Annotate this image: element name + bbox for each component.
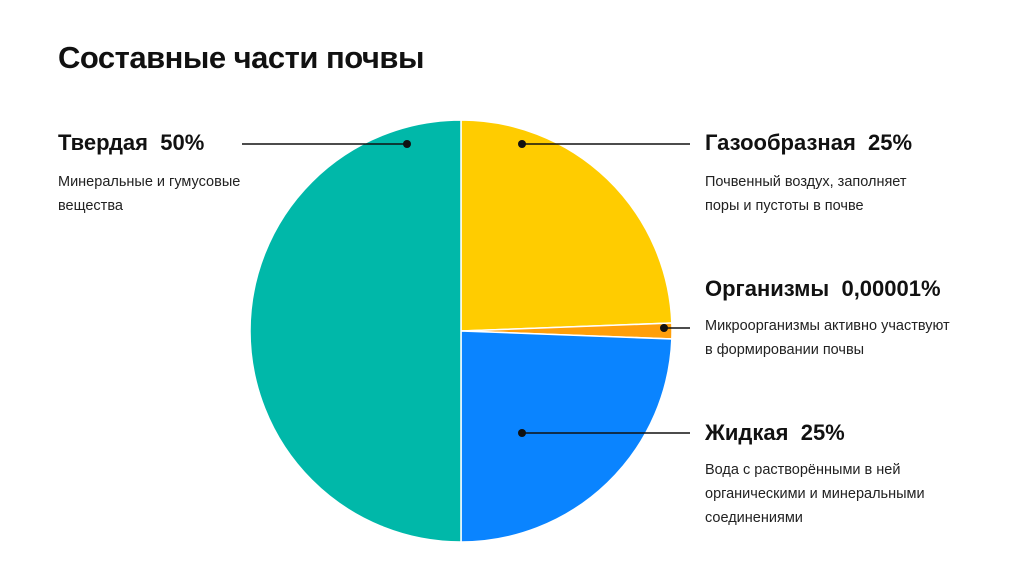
- desc-liquid-line: Вода с растворёнными в ней: [705, 462, 901, 478]
- leader-dot-liquid: [518, 429, 526, 437]
- label-liquid: Жидкая 25%: [705, 420, 845, 446]
- desc-liquid: Вода с растворёнными в ней органическими…: [705, 458, 925, 530]
- desc-organisms: Микроорганизмы активно участвуют в форми…: [705, 314, 950, 362]
- desc-gas-line: поры и пустоты в почве: [705, 198, 864, 214]
- pie-slice-liquid: [460, 330, 673, 543]
- desc-solid-line: Минеральные и гумусовые: [58, 174, 241, 190]
- leader-dot-gas: [518, 140, 526, 148]
- desc-liquid-line: соединениями: [705, 510, 803, 526]
- desc-organisms-line: в формировании почвы: [705, 342, 865, 358]
- label-organisms-value: 0,00001%: [841, 276, 941, 301]
- desc-liquid-line: органическими и минеральными: [705, 486, 925, 502]
- label-gas-value: 25%: [868, 130, 913, 155]
- label-solid-value: 50%: [160, 130, 205, 155]
- label-liquid-name: Жидкая: [705, 420, 789, 445]
- label-gas: Газообразная 25%: [705, 130, 912, 156]
- pie-slice-gas: [460, 119, 673, 332]
- desc-solid-line: вещества: [58, 198, 123, 214]
- leader-dot-solid: [403, 140, 411, 148]
- label-organisms-name: Организмы: [705, 276, 830, 301]
- pie-slice-solid: [249, 119, 462, 543]
- label-solid: Твердая 50%: [58, 130, 204, 156]
- desc-solid: Минеральные и гумусовые вещества: [58, 170, 240, 218]
- desc-gas-line: Почвенный воздух, заполняет: [705, 174, 907, 190]
- leader-dot-organisms: [660, 324, 668, 332]
- label-solid-name: Твердая: [58, 130, 148, 155]
- label-organisms: Организмы 0,00001%: [705, 276, 941, 302]
- desc-organisms-line: Микроорганизмы активно участвуют: [705, 318, 950, 334]
- desc-gas: Почвенный воздух, заполняет поры и пусто…: [705, 170, 907, 218]
- label-gas-name: Газообразная: [705, 130, 856, 155]
- chart-title: Составные части почвы: [58, 40, 424, 75]
- label-liquid-value: 25%: [800, 420, 845, 445]
